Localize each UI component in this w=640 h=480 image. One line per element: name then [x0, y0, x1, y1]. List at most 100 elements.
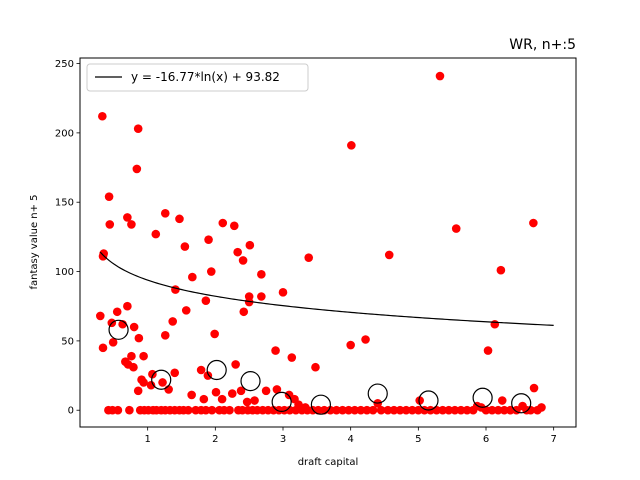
data-point: [225, 405, 234, 415]
y-tick-label: 250: [55, 59, 74, 70]
data-point: [245, 240, 255, 250]
data-point: [344, 405, 353, 415]
data-point: [98, 111, 107, 121]
data-point: [347, 141, 356, 150]
data-point: [171, 285, 180, 294]
data-point: [227, 389, 237, 398]
data-point: [125, 405, 134, 415]
data-point: [229, 221, 239, 231]
y-tick-label: 100: [55, 267, 74, 278]
data-point: [287, 353, 297, 362]
plot-area: [80, 58, 576, 427]
data-point: [257, 292, 266, 301]
data-point: [170, 368, 180, 378]
x-axis-ticks: 1 2 3 4 5 6 7: [144, 427, 557, 445]
x-axis-label: draft capital: [298, 457, 359, 468]
data-point: [487, 405, 497, 415]
y-tick-label: 150: [55, 198, 74, 209]
data-point: [361, 335, 370, 344]
bin-mean-marker: [271, 391, 292, 413]
data-point: [499, 405, 509, 415]
data-point: [311, 362, 320, 372]
bin-mean-marker: [310, 394, 331, 415]
x-tick-label: 4: [347, 434, 353, 445]
data-point: [346, 340, 355, 350]
bin-mean-marker: [511, 393, 532, 414]
data-point: [188, 272, 197, 282]
data-point: [497, 396, 507, 405]
data-point: [218, 218, 228, 228]
x-tick-label: 3: [280, 434, 286, 445]
data-point: [401, 405, 411, 415]
data-point: [389, 405, 399, 415]
data-point: [451, 224, 461, 233]
data-point: [383, 405, 393, 415]
data-point: [133, 386, 143, 396]
data-point: [129, 362, 138, 372]
data-point: [201, 296, 211, 305]
data-point: [187, 390, 196, 400]
data-point: [96, 311, 105, 321]
data-point: [271, 346, 280, 355]
data-point: [285, 405, 295, 415]
bin-mean-marker: [472, 387, 493, 408]
data-point: [257, 270, 266, 279]
data-point: [196, 365, 206, 375]
plot-frame: [79, 57, 577, 428]
data-point: [217, 394, 227, 404]
data-point: [158, 378, 167, 387]
data-point: [496, 265, 506, 275]
data-point: [526, 405, 535, 415]
data-point: [395, 405, 405, 415]
x-tick-label: 7: [550, 434, 556, 445]
data-point: [151, 229, 161, 239]
data-point: [490, 319, 500, 329]
data-point: [210, 329, 219, 339]
fit-line: [99, 251, 554, 326]
legend: y = -16.77*ln(x) + 93.82: [86, 63, 309, 92]
data-point: [250, 396, 259, 405]
data-point: [368, 405, 378, 415]
data-point: [261, 386, 271, 396]
data-point: [238, 256, 248, 265]
x-tick-label: 2: [212, 434, 218, 445]
data-point: [113, 405, 123, 415]
data-point: [206, 267, 216, 276]
data-point: [175, 214, 184, 224]
data-point: [98, 251, 108, 261]
data-point: [533, 405, 542, 415]
data-point: [112, 307, 122, 317]
data-point: [356, 405, 366, 415]
data-point: [133, 124, 143, 134]
data-point: [493, 405, 503, 415]
data-point: [146, 380, 156, 390]
x-tick-label: 5: [415, 434, 421, 445]
data-point: [204, 235, 213, 244]
data-point: [450, 405, 460, 415]
data-point: [132, 164, 142, 174]
data-point: [415, 396, 424, 405]
data-point: [326, 405, 335, 415]
data-point: [139, 378, 148, 387]
y-tick-label: 50: [61, 336, 74, 347]
data-point: [207, 405, 217, 415]
data-point: [199, 394, 209, 404]
data-point: [180, 242, 190, 251]
data-point: [444, 405, 454, 415]
legend-entry-fit: y = -16.77*ln(x) + 93.82: [131, 70, 280, 84]
x-tick-label: 1: [144, 434, 150, 445]
data-point: [291, 405, 301, 415]
data-point: [483, 346, 493, 355]
data-point: [242, 397, 252, 407]
data-point: [435, 71, 445, 81]
bin-mean-marker: [240, 371, 261, 392]
data-point: [211, 387, 221, 397]
data-point: [134, 333, 144, 343]
data-point: [462, 405, 472, 415]
data-point: [160, 331, 170, 340]
data-point: [278, 288, 288, 297]
legend-box: [86, 63, 309, 92]
bin-mean-marker: [206, 359, 227, 381]
data-point: [98, 343, 108, 353]
data-point: [139, 351, 148, 361]
